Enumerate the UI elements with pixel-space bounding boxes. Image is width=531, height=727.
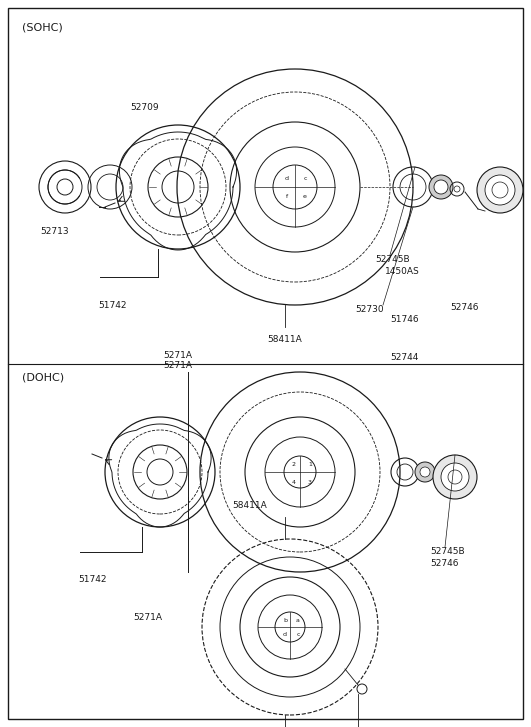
Text: 5271A: 5271A xyxy=(164,350,193,359)
Text: 52745B: 52745B xyxy=(430,547,465,556)
Text: 52713: 52713 xyxy=(41,228,70,236)
Circle shape xyxy=(429,175,453,199)
Text: 51742: 51742 xyxy=(98,300,126,310)
Circle shape xyxy=(485,175,515,205)
Text: 52709: 52709 xyxy=(131,103,159,111)
Circle shape xyxy=(477,167,523,213)
Text: 51746: 51746 xyxy=(390,315,418,324)
Text: 51742: 51742 xyxy=(78,576,107,585)
Text: 4: 4 xyxy=(292,480,296,484)
Circle shape xyxy=(420,467,430,477)
Text: 2: 2 xyxy=(292,462,296,467)
Text: b: b xyxy=(283,619,287,624)
Text: 5271A: 5271A xyxy=(133,613,162,622)
Text: 1: 1 xyxy=(308,462,312,467)
Text: 58411A: 58411A xyxy=(268,334,302,343)
Text: (SOHC): (SOHC) xyxy=(22,22,63,32)
Text: 1450AS: 1450AS xyxy=(385,268,419,276)
Circle shape xyxy=(433,455,477,499)
Text: 58411A: 58411A xyxy=(233,500,268,510)
Text: c: c xyxy=(303,177,307,182)
Text: c: c xyxy=(296,632,300,638)
Text: 52745B: 52745B xyxy=(375,254,409,263)
Text: 52746: 52746 xyxy=(430,560,458,569)
Text: 5271A: 5271A xyxy=(164,361,193,369)
Text: 52746: 52746 xyxy=(450,302,478,311)
Text: e: e xyxy=(303,195,307,199)
Circle shape xyxy=(441,463,469,491)
Text: d: d xyxy=(285,177,289,182)
Text: 52730: 52730 xyxy=(355,305,383,313)
Text: 3: 3 xyxy=(308,480,312,484)
Circle shape xyxy=(434,180,448,194)
Text: d: d xyxy=(283,632,287,638)
Text: a: a xyxy=(296,619,300,624)
Circle shape xyxy=(415,462,435,482)
Text: f: f xyxy=(286,195,288,199)
Text: 52744: 52744 xyxy=(390,353,418,361)
Text: (DOHC): (DOHC) xyxy=(22,372,64,382)
